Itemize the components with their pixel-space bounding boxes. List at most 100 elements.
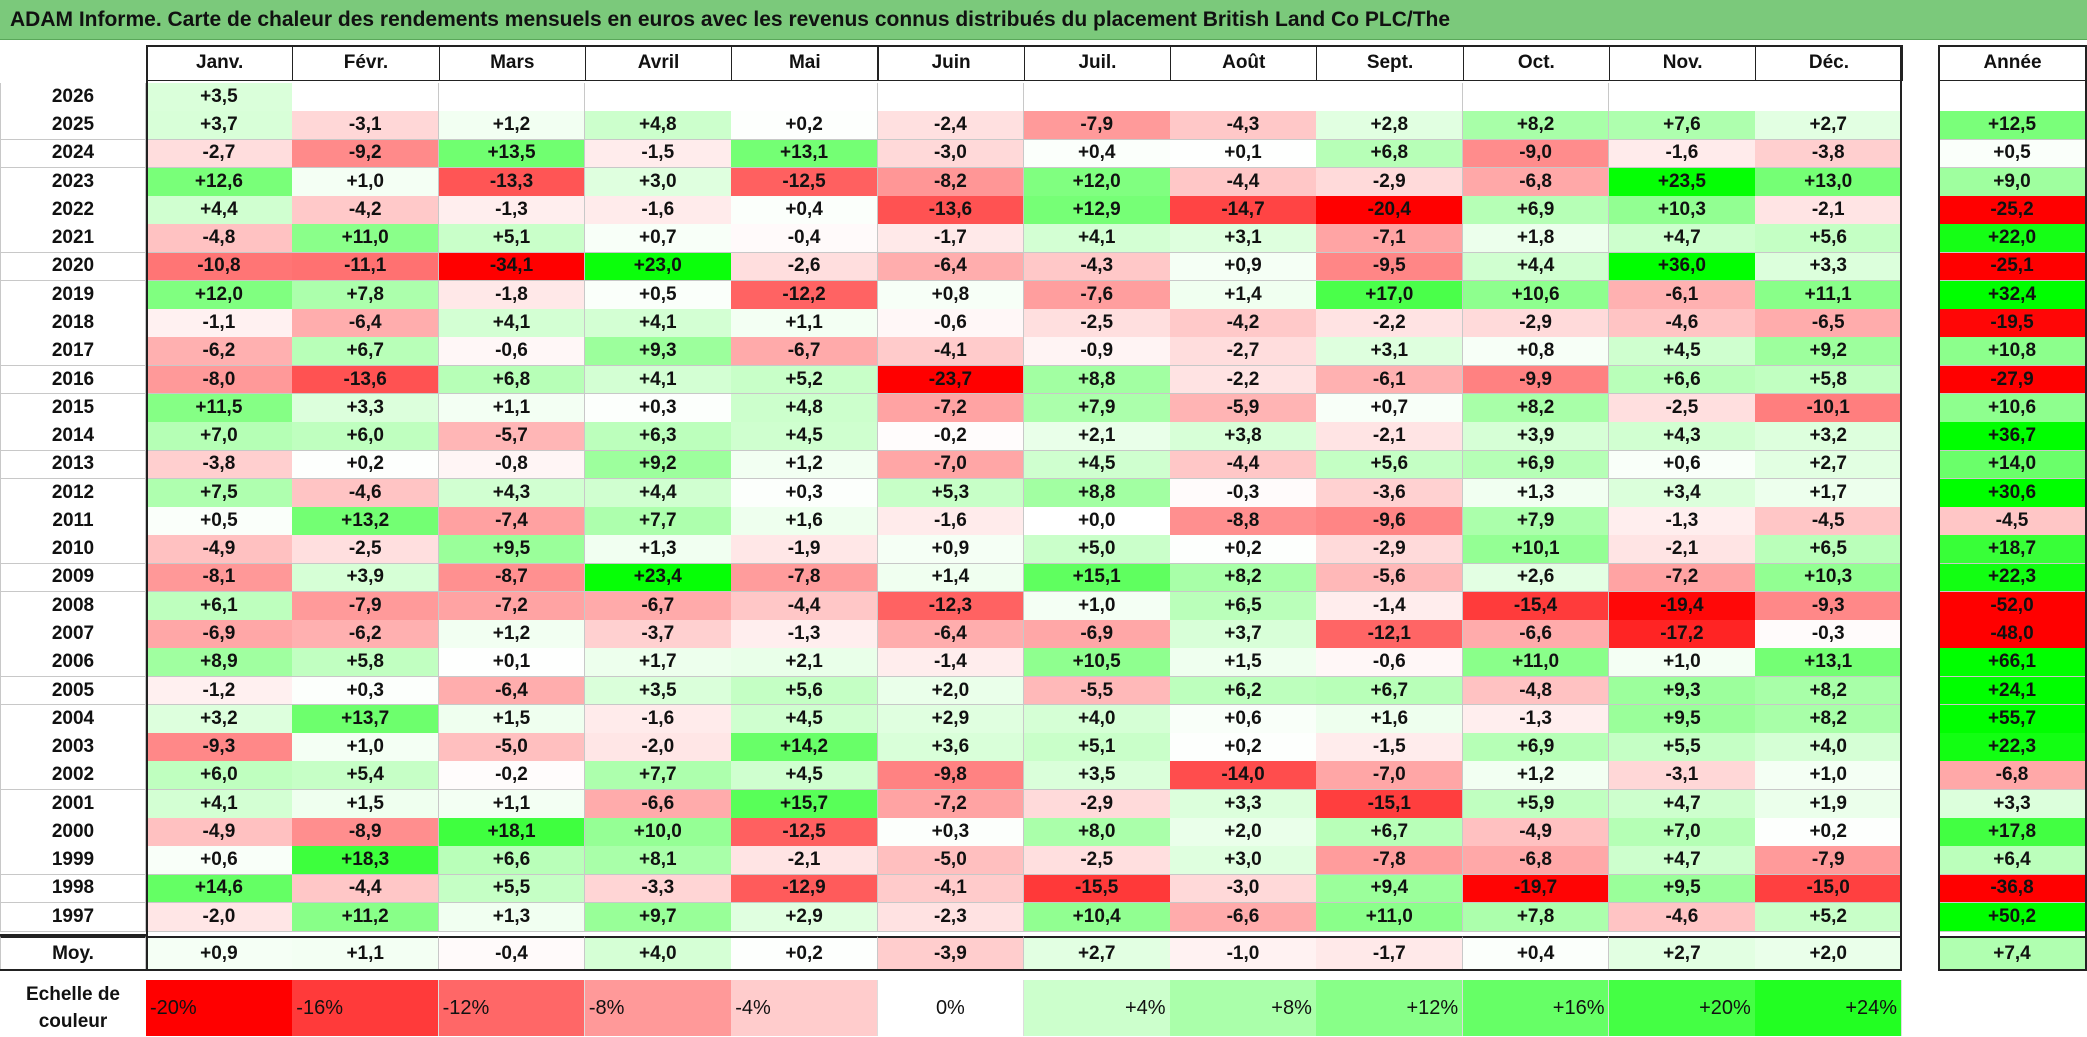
heatmap-cell: +9,5 (438, 535, 586, 565)
row-year-label: 1999 (0, 846, 146, 876)
heatmap-cell: -12,1 (1316, 620, 1464, 649)
heatmap-cell: -0,6 (438, 337, 586, 367)
average-cell: +0,2 (731, 936, 878, 971)
heatmap-cell: -2,5 (1609, 393, 1756, 423)
heatmap-cell: +10,4 (1023, 902, 1171, 932)
heatmap-cell: +0,7 (1316, 393, 1464, 423)
heatmap-cell: -5,9 (1170, 393, 1317, 423)
heatmap-cell: +1,5 (292, 789, 440, 819)
heatmap-cell: -2,9 (1316, 535, 1464, 565)
heatmap-cell: -6,6 (1462, 620, 1610, 649)
heatmap-cell: -9,0 (1462, 139, 1610, 169)
heatmap-cell: -12,3 (877, 591, 1025, 621)
heatmap-cell: +5,8 (292, 648, 440, 678)
heatmap-cell: -13,3 (438, 167, 586, 197)
heatmap-cell: +1,1 (438, 393, 586, 423)
heatmap-cell: -7,2 (438, 591, 586, 621)
heatmap-cell: +5,3 (877, 478, 1025, 508)
heatmap-cell: +8,2 (1170, 563, 1317, 593)
heatmap-cell: +4,3 (438, 478, 586, 508)
heatmap-cell: +9,4 (1316, 874, 1464, 904)
annual-cell: +9,0 (1938, 167, 2087, 197)
heatmap-cell: +3,4 (1609, 478, 1756, 508)
heatmap-cell (438, 83, 586, 112)
heatmap-cell: -1,5 (584, 139, 732, 169)
heatmap-cell: -9,6 (1316, 507, 1464, 536)
annual-cell: -6,8 (1938, 761, 2087, 791)
heatmap-cell: -23,7 (877, 365, 1025, 395)
color-scale-swatch: +12% (1316, 980, 1464, 1036)
heatmap-cell: +0,3 (877, 818, 1025, 847)
color-scale-swatch: -16% (292, 980, 440, 1036)
annual-cell: -25,2 (1938, 196, 2087, 225)
heatmap-cell: +0,6 (1609, 450, 1756, 480)
heatmap-cell: +6,5 (1170, 591, 1317, 621)
heatmap-cell: -2,6 (731, 252, 878, 282)
heatmap-cell: +3,9 (1462, 422, 1610, 451)
heatmap-cell: +3,7 (146, 111, 293, 141)
row-year-label: 2016 (0, 365, 146, 395)
heatmap-cell: -3,1 (1609, 761, 1756, 791)
heatmap-cell: -4,6 (292, 478, 440, 508)
heatmap-cell: +0,8 (1462, 337, 1610, 367)
heatmap-cell: +3,3 (1170, 789, 1317, 819)
heatmap-cell: +0,2 (731, 111, 878, 141)
heatmap-cell: +4,1 (146, 789, 293, 819)
annual-cell: +36,7 (1938, 422, 2087, 451)
row-year-label: 1997 (0, 902, 146, 932)
annual-cell: +18,7 (1938, 535, 2087, 565)
annual-cell: -36,8 (1938, 874, 2087, 904)
heatmap-cell: +5,5 (1609, 733, 1756, 762)
heatmap-cell: -4,1 (877, 337, 1025, 367)
heatmap-cell: -10,8 (146, 252, 293, 282)
heatmap-cell: -1,6 (584, 704, 732, 734)
heatmap-cell: +7,8 (1462, 902, 1610, 932)
row-year-label: 2009 (0, 563, 146, 593)
heatmap-cell: -6,9 (146, 620, 293, 649)
heatmap-cell: +5,6 (1316, 450, 1464, 480)
heatmap-cell: +0,2 (292, 450, 440, 480)
heatmap-cell: -2,7 (1170, 337, 1317, 367)
heatmap-cell: +1,3 (584, 535, 732, 565)
annual-cell: +14,0 (1938, 450, 2087, 480)
heatmap-cell: -1,3 (1609, 507, 1756, 536)
row-year-label: 2013 (0, 450, 146, 480)
heatmap-cell: -4,3 (1170, 111, 1317, 141)
row-year-label: 2024 (0, 139, 146, 169)
heatmap-cell: +12,0 (1023, 167, 1171, 197)
heatmap-cell: -7,2 (877, 393, 1025, 423)
heatmap-cell: +3,2 (1755, 422, 1903, 451)
heatmap-cell: +1,2 (1462, 761, 1610, 791)
heatmap-cell: +3,6 (877, 733, 1025, 762)
heatmap-cell: +4,8 (731, 393, 878, 423)
heatmap-cell (1023, 83, 1171, 112)
heatmap-cell: +1,0 (1609, 648, 1756, 678)
heatmap-cell: +3,8 (1170, 422, 1317, 451)
heatmap-cell: -6,6 (1170, 902, 1317, 932)
heatmap-cell: -12,5 (731, 167, 878, 197)
column-header: Sept. (1316, 45, 1464, 81)
annual-cell: -27,9 (1938, 365, 2087, 395)
heatmap-cell: -15,1 (1316, 789, 1464, 819)
heatmap-cell: -4,8 (1462, 676, 1610, 706)
heatmap-cell: -2,3 (877, 902, 1025, 932)
heatmap-cell: +0,3 (731, 478, 878, 508)
heatmap-cell: -4,9 (146, 818, 293, 847)
heatmap-cell: +4,7 (1609, 789, 1756, 819)
heatmap-cell: -6,7 (584, 591, 732, 621)
heatmap-cell: -6,5 (1755, 309, 1903, 338)
heatmap-cell: +3,2 (146, 704, 293, 734)
heatmap-cell: -4,3 (1023, 252, 1171, 282)
heatmap-cell: +0,7 (584, 224, 732, 254)
heatmap-cell: +1,0 (1023, 591, 1171, 621)
heatmap-cell: +1,0 (292, 167, 440, 197)
annual-cell (1938, 83, 2087, 112)
annual-cell: +22,3 (1938, 563, 2087, 593)
heatmap-cell: +5,0 (1023, 535, 1171, 565)
heatmap-cell: +14,2 (731, 733, 878, 762)
heatmap-cell: +11,1 (1755, 280, 1903, 310)
heatmap-cell: -0,9 (1023, 337, 1171, 367)
heatmap-cell: +8,8 (1023, 365, 1171, 395)
heatmap-cell: -13,6 (877, 196, 1025, 225)
heatmap-cell: +23,0 (584, 252, 732, 282)
